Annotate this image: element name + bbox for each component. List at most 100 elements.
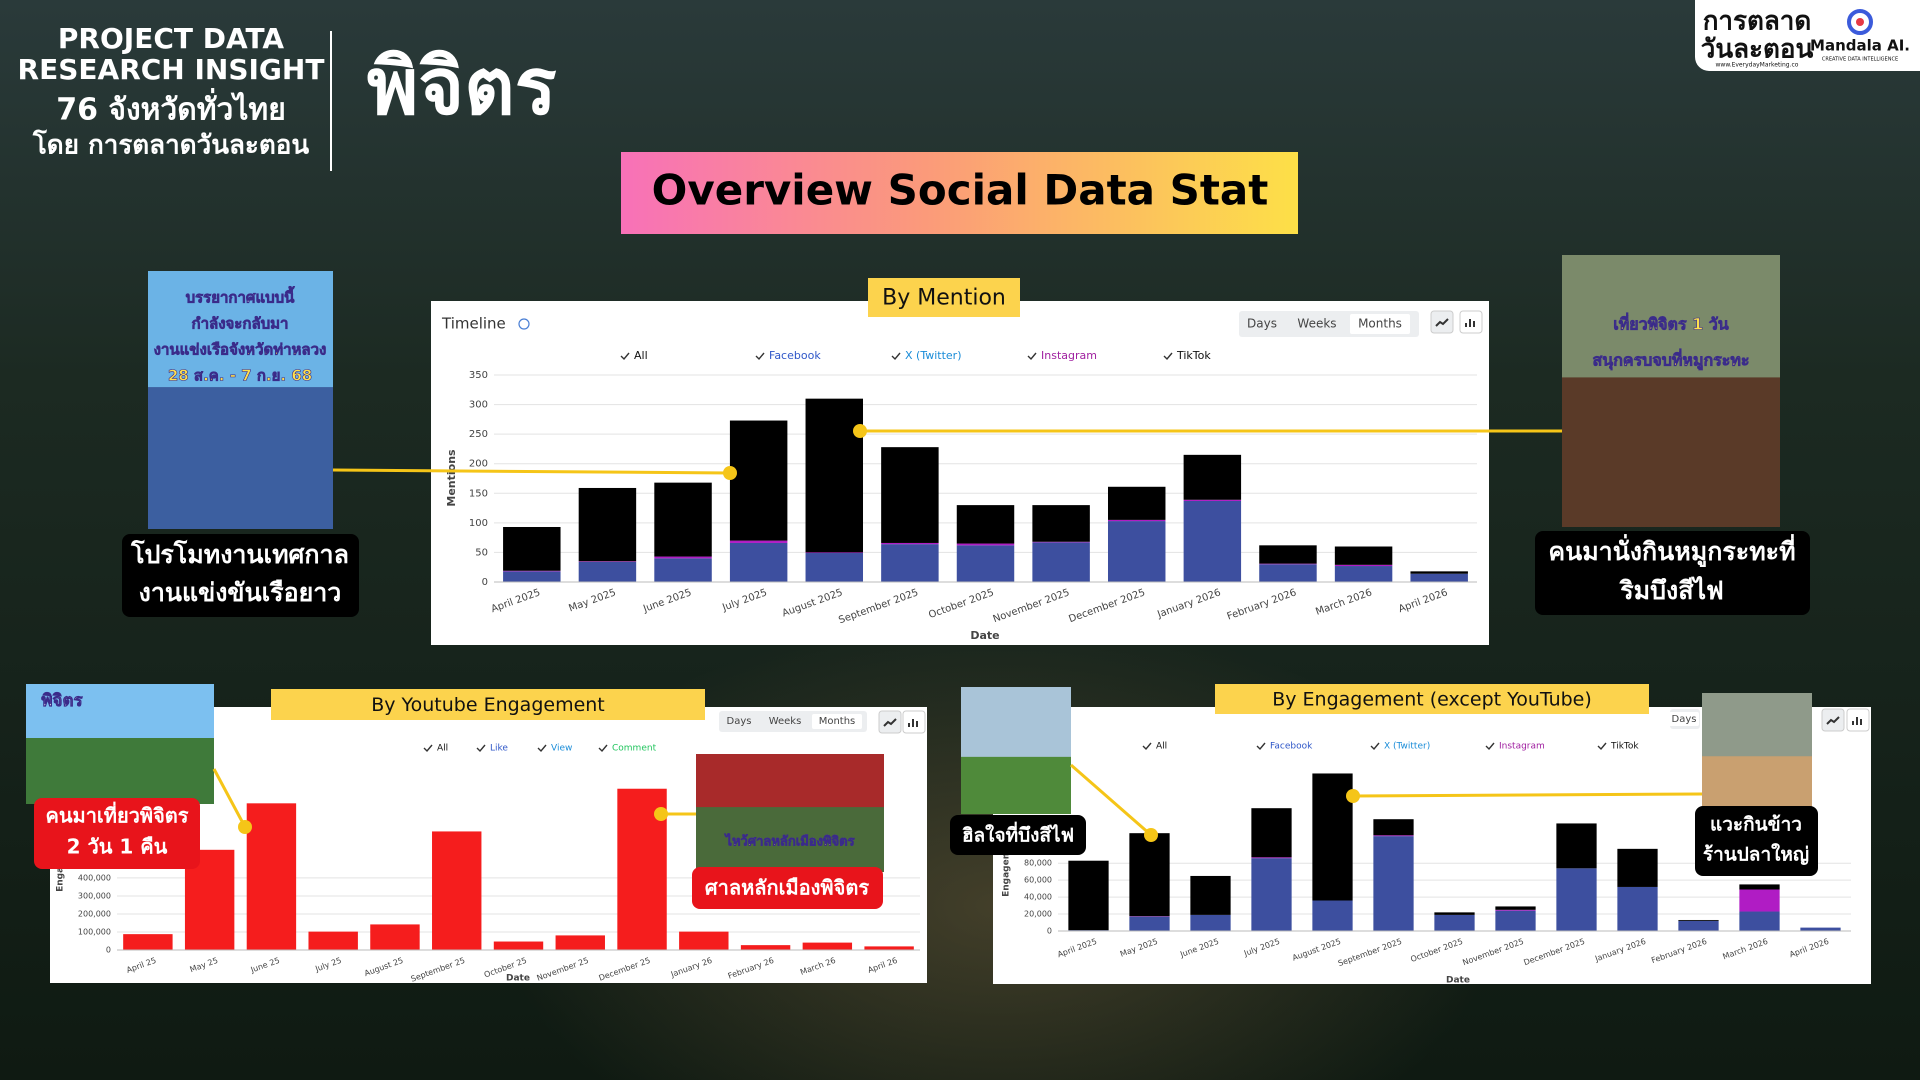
chart-header: Timeline xyxy=(441,315,506,333)
bar-segment xyxy=(1259,564,1317,582)
legend-check xyxy=(476,744,486,753)
chart-type-icon xyxy=(1852,717,1862,725)
bar-segment xyxy=(729,542,788,582)
legend-entry[interactable]: TikTok xyxy=(1176,349,1211,362)
caption-box xyxy=(950,815,1086,855)
legend-entry[interactable]: View xyxy=(551,744,572,754)
bar-segment xyxy=(956,543,1015,546)
bar-segment xyxy=(1312,773,1353,901)
legend-toggle[interactable]: All xyxy=(437,744,448,754)
caption-text: ร้านปลาใหญ่ xyxy=(1703,843,1809,866)
view-control[interactable]: Weeks xyxy=(1297,317,1336,331)
legend-check xyxy=(1485,742,1495,751)
chart-type-button[interactable] xyxy=(878,710,902,734)
photo-shade xyxy=(26,738,214,804)
chart-type-icon xyxy=(883,718,897,727)
y-tick-label: 100 xyxy=(469,518,488,529)
legend-entry[interactable]: Comment xyxy=(612,744,657,754)
bar-segment xyxy=(881,447,939,543)
bar-segment xyxy=(679,931,729,950)
view-control[interactable]: Months xyxy=(819,716,856,727)
legend-entry[interactable]: Facebook xyxy=(1270,742,1313,752)
mandala-icon-center xyxy=(1856,18,1864,26)
bar-segment xyxy=(1495,909,1536,911)
photo-shade xyxy=(1562,377,1780,527)
bar-segment xyxy=(654,482,712,557)
bar-segment xyxy=(555,935,605,950)
y-tick-label: 150 xyxy=(469,488,488,499)
logo-text: การตลาด xyxy=(1703,7,1812,37)
bar-segment xyxy=(1183,454,1242,500)
view-control[interactable]: Days xyxy=(1672,714,1697,725)
x-axis-label: Date xyxy=(1446,976,1470,986)
bar-segment xyxy=(1678,920,1719,931)
chart-type-button[interactable] xyxy=(1821,708,1845,732)
connector xyxy=(1070,763,1152,837)
bar-segment xyxy=(308,931,358,950)
bar-segment xyxy=(1251,808,1292,858)
photo-shade xyxy=(961,756,1071,814)
y-tick-label: 60,000 xyxy=(1024,876,1052,885)
view-control[interactable]: Months xyxy=(1358,317,1402,331)
bar-segment xyxy=(864,946,914,950)
title: Overview Social Data Stat xyxy=(652,166,1269,215)
connector xyxy=(1352,792,1703,798)
legend-entry[interactable]: Instagram xyxy=(1041,349,1097,362)
bar-segment xyxy=(805,553,864,582)
legend-entry[interactable]: TikTok xyxy=(1610,742,1639,752)
legend-check xyxy=(620,352,630,361)
legend-entry[interactable]: X (Twitter) xyxy=(905,349,961,362)
chart-type-button[interactable] xyxy=(1430,310,1454,334)
bar-segment xyxy=(1259,545,1317,564)
bar-segment xyxy=(956,545,1015,582)
bar-segment xyxy=(1259,563,1317,565)
logo-box xyxy=(1695,0,1920,71)
bar-segment xyxy=(246,803,297,950)
view-control[interactable]: Weeks xyxy=(769,716,802,727)
bar-segment xyxy=(503,571,561,582)
panel-label: By Youtube Engagement xyxy=(371,694,605,716)
y-tick-label: 80,000 xyxy=(1024,859,1052,868)
header-line: PROJECT DATA xyxy=(58,22,284,55)
legend-entry[interactable]: X (Twitter) xyxy=(1384,742,1430,752)
photo-text: งานแข่งเรือจังหวัดท่าหลวง xyxy=(154,341,327,359)
bar-segment xyxy=(1678,919,1719,921)
connector-dot xyxy=(853,424,867,438)
bar-segment xyxy=(1410,571,1468,574)
y-tick-label: 100,000 xyxy=(78,927,111,936)
bar-segment xyxy=(1251,857,1292,859)
legend-toggle[interactable]: All xyxy=(1156,742,1167,752)
bar-segment xyxy=(370,924,420,950)
legend-toggle[interactable]: All xyxy=(634,349,648,362)
bar-segment xyxy=(1068,860,1109,931)
photo-text: เที่ยวพิจิตร 1 วัน xyxy=(1613,313,1729,334)
photo-shade xyxy=(1702,756,1812,808)
bar-segment xyxy=(1183,500,1242,582)
view-control[interactable]: Days xyxy=(1247,317,1277,331)
legend-check xyxy=(1027,352,1037,361)
connector xyxy=(212,768,247,828)
view-control[interactable]: Days xyxy=(727,716,752,727)
bar-segment xyxy=(881,544,939,582)
bar-segment xyxy=(1410,573,1468,582)
legend-entry[interactable]: Instagram xyxy=(1499,742,1545,752)
y-tick-label: 200 xyxy=(469,459,488,470)
photo-text: 28 ส.ค. - 7 ก.ย. 68 xyxy=(168,367,312,385)
caption-text: 2 วัน 1 คืน xyxy=(67,835,168,859)
caption-text: คนมาเที่ยวพิจิตร xyxy=(45,801,188,828)
caption-text: โปรโมทงานเทศกาล xyxy=(130,539,349,569)
bar-segment xyxy=(729,540,788,543)
legend-entry[interactable]: Like xyxy=(490,744,508,754)
caption-box xyxy=(1695,806,1818,876)
bar-segment xyxy=(805,552,864,554)
bar-segment xyxy=(1107,521,1166,582)
caption-text: คนมานั่งกินหมูกระทะที่ xyxy=(1548,534,1795,568)
y-tick-label: 0 xyxy=(1047,927,1052,936)
bar-segment xyxy=(1617,848,1658,887)
caption-box xyxy=(122,534,359,617)
y-tick-label: 250 xyxy=(469,429,488,440)
caption-box xyxy=(34,798,200,869)
legend-entry[interactable]: Facebook xyxy=(769,349,821,362)
bar-segment xyxy=(1739,911,1780,931)
